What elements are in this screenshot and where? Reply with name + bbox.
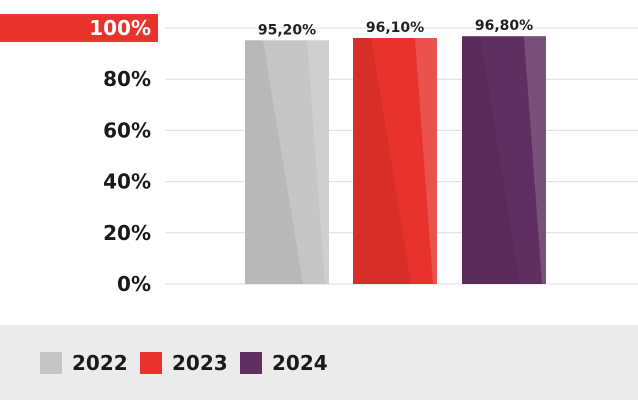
legend-swatch-2022 <box>40 352 62 374</box>
bar-2024-body <box>462 36 546 284</box>
y-tick-label-20: 20% <box>103 221 151 245</box>
y-tick-label-0: 0% <box>117 272 151 296</box>
y-tick-label-60: 60% <box>103 118 151 142</box>
legend-item-2024: 2024 <box>240 349 328 377</box>
data-labels: 95,20% 96,10% 96,80% <box>258 18 533 38</box>
legend-swatch-2024 <box>240 352 262 374</box>
bar-chart: 0% 20% 40% 60% 80% 100% 95,20% 96,10% 96,80% <box>0 14 638 296</box>
bar-2024 <box>462 36 546 284</box>
bar-2022-body <box>245 40 329 285</box>
legend-label-2023: 2023 <box>172 351 228 375</box>
y-axis: 0% 20% 40% 60% 80% 100% <box>0 14 158 296</box>
bar-2022-shade <box>245 40 303 285</box>
data-label-2023: 96,10% <box>366 20 424 36</box>
bar-2023-shade <box>353 37 411 284</box>
y-tick-label-100: 100% <box>89 16 151 40</box>
bar-2023-body <box>353 37 437 284</box>
legend-item-2022: 2022 <box>40 349 128 377</box>
y-tick-label-40: 40% <box>103 170 151 194</box>
legend-label-2022: 2022 <box>72 351 128 375</box>
bar-2024-shade <box>462 36 520 284</box>
legend-item-2023: 2023 <box>140 349 228 377</box>
bar-2022 <box>245 40 329 285</box>
bar-2022-highlight <box>307 40 329 285</box>
data-label-2024: 96,80% <box>475 18 533 34</box>
bar-2023-highlight <box>415 37 437 284</box>
y-tick-label-80: 80% <box>103 67 151 91</box>
bar-2023 <box>353 37 437 284</box>
legend-swatch-2023 <box>140 352 162 374</box>
bar-2024-highlight <box>524 36 546 284</box>
legend-label-2024: 2024 <box>272 351 328 375</box>
data-label-2022: 95,20% <box>258 22 316 38</box>
bars <box>245 36 546 285</box>
tick-highlight <box>0 14 158 42</box>
legend: 2022 2023 2024 <box>0 325 638 400</box>
